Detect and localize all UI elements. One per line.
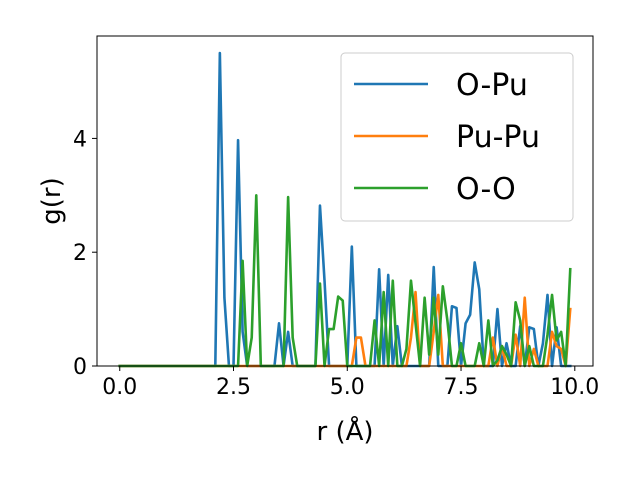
x-axis-label: r (Å) — [316, 415, 373, 447]
y-tick-label: 0 — [73, 355, 87, 380]
legend-box — [340, 52, 574, 222]
y-tick-label: 2 — [73, 241, 87, 266]
y-axis-ticks: 0 2 4 — [73, 127, 97, 380]
x-axis-ticks: 0.0 2.5 5.0 7.5 10.0 — [102, 366, 599, 400]
x-tick-label: 5.0 — [330, 375, 365, 400]
x-tick-label: 2.5 — [216, 375, 251, 400]
series-line-o-o — [118, 194, 572, 368]
x-tick-label: 7.5 — [444, 375, 479, 400]
y-tick-label: 4 — [73, 127, 87, 152]
plot-frame — [96, 35, 594, 367]
x-tick-label: 10.0 — [550, 375, 599, 400]
legend-label-o-o: O-O — [456, 172, 516, 207]
y-axis-label: g(r) — [37, 177, 67, 224]
legend-label-o-pu: O-Pu — [456, 68, 528, 103]
x-tick-label: 0.0 — [102, 375, 137, 400]
legend: O-Pu Pu-Pu O-O — [340, 52, 574, 222]
legend-label-pu-pu: Pu-Pu — [456, 120, 540, 155]
